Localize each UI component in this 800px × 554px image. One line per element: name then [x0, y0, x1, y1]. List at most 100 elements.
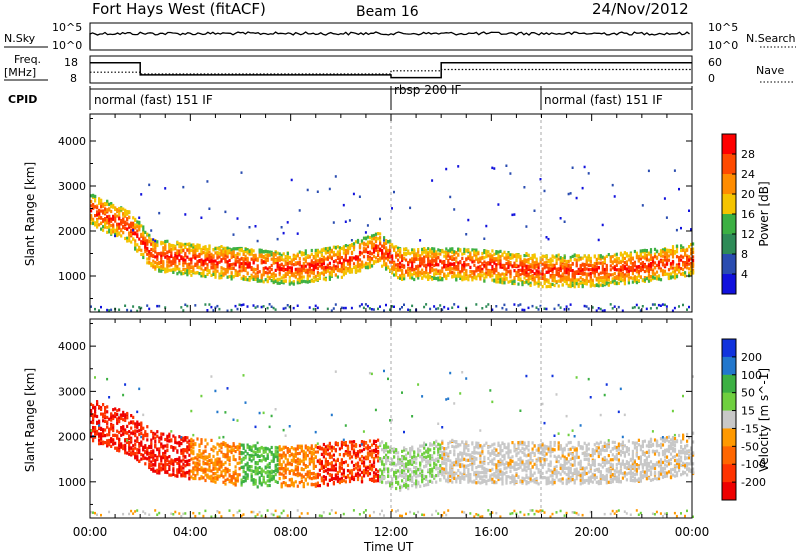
data-cell	[643, 253, 646, 257]
data-cell	[278, 252, 281, 256]
data-cell	[202, 514, 205, 518]
data-cell	[601, 271, 604, 275]
data-cell	[90, 218, 93, 222]
data-cell	[164, 187, 167, 190]
data-cell	[220, 269, 223, 273]
data-cell	[134, 454, 137, 458]
data-cell	[477, 274, 480, 278]
data-cell	[364, 236, 368, 240]
data-cell	[613, 276, 616, 280]
data-cell	[196, 461, 199, 465]
data-cell	[180, 242, 183, 246]
data-cell	[641, 249, 644, 253]
nsky-trace	[89, 31, 690, 49]
data-cell	[304, 280, 307, 284]
data-cell	[118, 441, 121, 445]
data-cell	[469, 258, 472, 262]
data-cell	[298, 257, 301, 261]
data-cell	[455, 251, 458, 255]
data-cell	[591, 271, 594, 275]
data-cell	[655, 249, 659, 254]
data-cell	[204, 445, 207, 449]
data-cell	[362, 255, 366, 259]
data-cell	[228, 249, 231, 253]
data-cell	[118, 216, 121, 220]
data-cell	[565, 264, 568, 268]
data-cell	[272, 273, 275, 277]
data-cell	[661, 271, 665, 275]
data-cell	[413, 257, 416, 261]
data-cell	[260, 258, 263, 262]
data-cell	[599, 307, 602, 311]
data-cell	[314, 278, 317, 282]
data-cell	[178, 253, 181, 257]
data-cell	[569, 264, 572, 268]
data-cell	[218, 461, 221, 465]
data-cell	[220, 444, 223, 448]
data-cell	[142, 255, 145, 260]
data-cell	[248, 456, 251, 460]
data-cell	[158, 462, 161, 466]
data-cell	[224, 259, 227, 263]
data-cell	[134, 239, 137, 243]
data-cell	[457, 267, 460, 271]
data-cell	[180, 451, 183, 455]
data-cell	[362, 306, 365, 310]
data-cell	[196, 271, 199, 275]
data-cell	[106, 444, 109, 448]
data-cell	[148, 251, 151, 255]
data-cell	[338, 246, 341, 250]
data-cell	[318, 272, 321, 276]
data-cell	[527, 273, 530, 277]
data-cell	[182, 466, 185, 470]
nave-tick-0: 0	[708, 72, 715, 85]
data-cell	[513, 279, 516, 283]
data-cell	[208, 247, 211, 251]
data-cell	[200, 394, 203, 398]
data-cell	[567, 277, 570, 281]
data-cell	[589, 268, 592, 272]
data-cell	[112, 215, 115, 219]
data-cell	[308, 274, 311, 278]
data-cell	[589, 263, 592, 267]
data-cell	[527, 306, 530, 310]
data-cell	[188, 251, 191, 255]
data-cell	[441, 250, 444, 254]
data-cell	[457, 272, 460, 276]
data-cell	[601, 263, 604, 267]
data-cell	[439, 304, 442, 307]
data-cell	[517, 253, 520, 257]
data-cell	[170, 268, 173, 272]
data-cell	[491, 259, 494, 264]
data-cell	[459, 276, 462, 280]
data-cell	[146, 304, 149, 307]
data-cell	[441, 278, 444, 282]
data-cell	[216, 269, 219, 273]
data-cell	[316, 262, 319, 266]
data-cell	[110, 202, 113, 206]
data-cell	[290, 260, 293, 264]
data-cell	[531, 254, 534, 258]
data-cell	[635, 251, 638, 255]
data-cell	[423, 255, 426, 259]
data-cell	[300, 277, 303, 282]
data-cell	[346, 250, 350, 254]
data-cell	[551, 265, 554, 269]
data-cell	[549, 260, 552, 264]
data-cell	[563, 255, 566, 260]
data-cell	[645, 249, 648, 253]
data-cell	[160, 258, 163, 262]
data-cell	[208, 464, 211, 468]
data-cell	[232, 252, 235, 256]
data-cell	[531, 257, 534, 262]
data-cell	[210, 261, 213, 265]
data-cell	[190, 441, 193, 446]
data-cell	[453, 266, 456, 270]
data-cell	[108, 433, 111, 437]
data-cell	[134, 429, 137, 433]
data-cell	[112, 205, 115, 209]
data-cell	[383, 246, 386, 250]
data-cell	[332, 221, 335, 224]
data-cell	[374, 260, 378, 264]
data-cell	[238, 261, 241, 265]
